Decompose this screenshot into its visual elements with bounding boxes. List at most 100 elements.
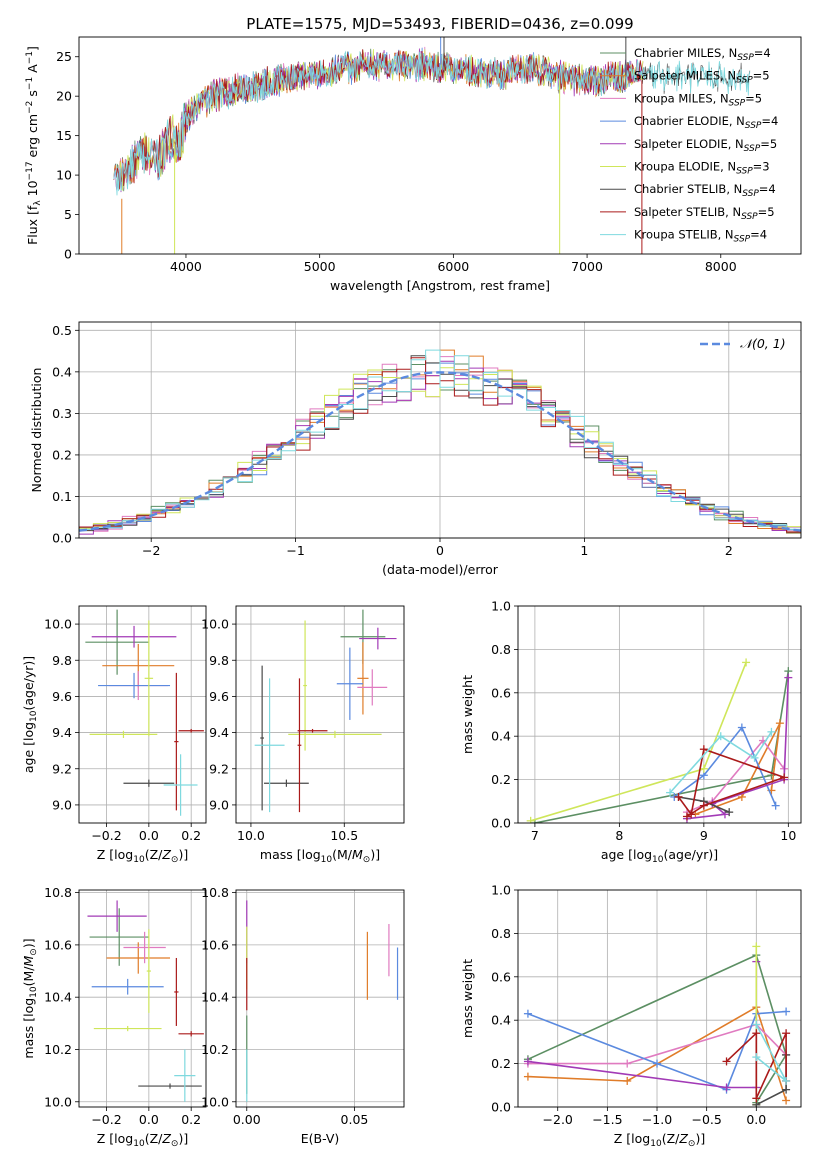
axes-mass_vs_EBV: 0.00 0.05 10.0 10.2 10.4 10.6 10.8 bbox=[201, 885, 404, 1127]
y-tick-label: 1.0 bbox=[491, 883, 511, 898]
y-tick-label: 10 bbox=[56, 168, 72, 183]
y-tick-label: 10.4 bbox=[44, 990, 72, 1005]
x-axis-label: E(B-V) bbox=[301, 1131, 340, 1146]
weight-series bbox=[686, 739, 785, 813]
x-axis-label: Z [log10(Z/Z⊙)] bbox=[614, 1131, 705, 1149]
x-tick-label: 7 bbox=[531, 828, 539, 843]
y-tick-label: 10.8 bbox=[201, 885, 229, 900]
y-tick-label: 0.0 bbox=[52, 531, 72, 546]
legend-label: Chabrier MILES, NSSP=4 bbox=[634, 46, 771, 63]
x-axis-label: Z [log10(Z/Z⊙)] bbox=[97, 847, 188, 865]
y-tick-label: 0.0 bbox=[491, 816, 511, 831]
weight-series bbox=[686, 677, 790, 820]
legend-label: 𝒩(0, 1) bbox=[740, 336, 786, 351]
axes-frame bbox=[78, 36, 802, 255]
x-axis-label: wavelength [Angstrom, rest frame] bbox=[330, 278, 550, 293]
weight-series bbox=[669, 731, 773, 794]
x-tick-label: 2 bbox=[725, 543, 733, 558]
y-axis-label: Flux [fλ 10−17 erg cm−2 s−1 A−1] bbox=[25, 46, 43, 245]
x-tick-label: 10.0 bbox=[237, 828, 265, 843]
weight-series bbox=[530, 662, 747, 822]
x-tick-label: −0.2 bbox=[91, 828, 121, 843]
y-tick-label: 9.2 bbox=[52, 761, 72, 776]
axes-frame bbox=[517, 889, 802, 1108]
y-tick-label: 0.8 bbox=[491, 926, 511, 941]
y-tick-label: 9.6 bbox=[52, 689, 72, 704]
y-tick-label: 9.4 bbox=[209, 725, 229, 740]
x-tick-label: 5000 bbox=[304, 259, 336, 274]
axes-frame bbox=[517, 605, 802, 824]
errorbars-age_vs_Z bbox=[85, 609, 204, 816]
x-tick-label: 9 bbox=[700, 828, 708, 843]
x-tick-label: −0.2 bbox=[91, 1112, 121, 1127]
x-tick-label: 4000 bbox=[170, 259, 202, 274]
y-tick-label: 10.0 bbox=[201, 1094, 229, 1109]
x-tick-label: 0.0 bbox=[139, 1112, 159, 1127]
x-tick-label: 10.5 bbox=[330, 828, 358, 843]
y-axis-label: mass [log10(M/M⊙)] bbox=[21, 938, 39, 1058]
x-tick-label: −2.0 bbox=[543, 1112, 573, 1127]
y-tick-label: 0.4 bbox=[491, 1013, 511, 1028]
axes-weight_vs_age: 7 8 9 10 0.0 0.2 0.4 0.6 0.8 1.0 bbox=[491, 599, 801, 843]
axes-residuals: −2 −1 0 1 2 0.0 0.1 0.2 0.3 0.4 0.5 bbox=[52, 322, 801, 558]
weight-series bbox=[755, 1024, 787, 1082]
x-axis-label: Z [log10(Z/Z⊙)] bbox=[97, 1131, 188, 1149]
x-tick-label: 10 bbox=[780, 828, 796, 843]
errorbars-mass_vs_Z bbox=[87, 900, 204, 1102]
legend-label: Kroupa STELIB, NSSP=4 bbox=[634, 228, 767, 245]
y-tick-label: 10.0 bbox=[44, 1094, 72, 1109]
legend-label: Kroupa MILES, NSSP=5 bbox=[634, 91, 762, 108]
x-tick-label: 0 bbox=[436, 543, 444, 558]
errorbars-mass_vs_EBV bbox=[246, 900, 399, 1102]
y-tick-label: 0.4 bbox=[52, 364, 72, 379]
figure-title: PLATE=1575, MJD=53493, FIBERID=0436, z=0… bbox=[246, 15, 633, 33]
y-tick-label: 0.6 bbox=[491, 685, 511, 700]
y-tick-label: 9.8 bbox=[209, 653, 229, 668]
x-tick-label: 0.2 bbox=[181, 1112, 201, 1127]
x-axis-label: age [log10(age/yr)] bbox=[601, 847, 718, 865]
axes-frame bbox=[78, 889, 207, 1108]
y-tick-label: 10.2 bbox=[44, 1042, 72, 1057]
x-tick-label: 6000 bbox=[437, 259, 469, 274]
y-tick-label: 9.0 bbox=[52, 797, 72, 812]
axes-spectrum: 4000 5000 6000 7000 8000 0 5 10 15 20 25 bbox=[56, 49, 737, 274]
weight-lines-weight_vs_age bbox=[526, 658, 793, 823]
x-tick-label: 8000 bbox=[705, 259, 737, 274]
weight-series bbox=[677, 748, 787, 818]
legend-label: Salpeter MILES, NSSP=5 bbox=[634, 69, 770, 86]
y-tick-label: 0.6 bbox=[491, 969, 511, 984]
y-tick-label: 25 bbox=[56, 49, 72, 64]
y-tick-label: 15 bbox=[56, 128, 72, 143]
x-tick-label: 8 bbox=[615, 828, 623, 843]
weight-series bbox=[673, 725, 777, 806]
x-tick-label: −1 bbox=[286, 543, 304, 558]
y-tick-label: 0.4 bbox=[491, 729, 511, 744]
x-axis-label: (data-model)/error bbox=[382, 562, 499, 577]
y-tick-label: 5 bbox=[64, 207, 72, 222]
x-tick-label: −1.5 bbox=[592, 1112, 622, 1127]
axes-frame bbox=[235, 889, 405, 1108]
normal-curve bbox=[79, 371, 801, 532]
y-tick-label: 10.2 bbox=[201, 1042, 229, 1057]
x-tick-label: 7000 bbox=[571, 259, 603, 274]
y-tick-label: 10.6 bbox=[201, 937, 229, 952]
residual-histograms bbox=[79, 349, 801, 537]
axes-frame bbox=[78, 605, 207, 824]
y-tick-label: 0.0 bbox=[491, 1100, 511, 1115]
y-tick-label: 9.0 bbox=[209, 797, 229, 812]
x-tick-label: −2 bbox=[142, 543, 160, 558]
y-tick-label: 10.4 bbox=[201, 990, 229, 1005]
y-tick-label: 0.3 bbox=[52, 406, 72, 421]
axes-frame bbox=[78, 321, 802, 539]
y-tick-label: 9.6 bbox=[209, 689, 229, 704]
weight-lines-weight_vs_Z bbox=[523, 942, 791, 1107]
spectrum-lines bbox=[113, 37, 751, 254]
y-axis-label: Normed distribution bbox=[29, 368, 44, 493]
y-axis-label: mass weight bbox=[460, 675, 475, 754]
axes-age_vs_Z: −0.2 0.0 0.2 9.0 9.2 9.4 9.6 9.8 10.0 bbox=[44, 606, 206, 843]
y-tick-label: 10.6 bbox=[44, 937, 72, 952]
y-tick-label: 9.4 bbox=[52, 725, 72, 740]
weight-series bbox=[527, 1023, 787, 1065]
legend-label: Chabrier STELIB, NSSP=4 bbox=[634, 182, 776, 199]
